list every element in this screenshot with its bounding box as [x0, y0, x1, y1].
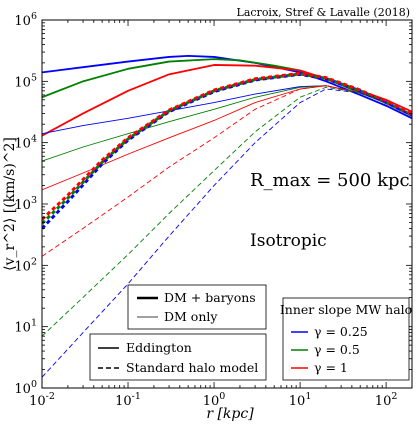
ticks-layer	[41, 19, 413, 389]
legend-models-item-0: Eddington	[126, 340, 192, 355]
series-line-6	[42, 72, 412, 230]
y-tick-label-0: 100	[14, 379, 37, 397]
legend-gamma-item-0: γ = 0.25	[314, 324, 368, 339]
series-line-10	[42, 86, 412, 337]
y-axis-title: ⟨v_r^2⟩ [(km/s)^2]	[2, 137, 18, 271]
legend-gamma-item-1: γ = 0.5	[314, 342, 360, 357]
y-tick-label-2: 102	[14, 256, 37, 274]
legend-components-box	[127, 284, 267, 330]
legend-gamma: Inner slope MW halo γ = 0.25 γ = 0.5 γ =…	[280, 297, 412, 381]
credit-label: Lacroix, Stref & Lavalle (2018)	[237, 6, 410, 19]
y-tick-label-4: 104	[14, 134, 37, 152]
rmax-annotation: R_max = 500 kpc	[250, 170, 410, 191]
x-tick-label-2: 100	[203, 391, 226, 409]
series-layer	[42, 54, 412, 378]
series-line-8	[42, 71, 412, 221]
y-tick-label-6: 106	[14, 11, 37, 29]
legend-gamma-item-2: γ = 1	[314, 360, 348, 375]
legend-models-item-1: Standard halo model	[126, 360, 258, 375]
legend-models-box	[89, 333, 267, 381]
x-axis-title: r [kpc]	[206, 406, 254, 422]
legend-models: Eddington Standard halo model	[89, 333, 267, 381]
isotropic-annotation: Isotropic	[250, 231, 327, 251]
legend-gamma-title: Inner slope MW halo	[280, 302, 412, 317]
tick-labels-layer: 10-2 10-1 100 101 102 100 101 102 103 104 105 106	[14, 11, 397, 409]
series-line-11	[42, 88, 412, 378]
x-tick-label-3: 101	[289, 391, 312, 409]
legend-gamma-box	[282, 297, 410, 381]
y-tick-label-5: 105	[14, 72, 37, 90]
legend-components-item-1: DM only	[164, 309, 218, 324]
y-tick-label-1: 101	[14, 318, 37, 336]
x-tick-label-0: 10-2	[29, 391, 55, 409]
x-tick-label-1: 10-1	[115, 391, 141, 409]
legend-components: DM + baryons DM only	[127, 284, 267, 330]
legend-components-item-0: DM + baryons	[164, 290, 256, 305]
y-tick-label-3: 103	[14, 195, 37, 213]
x-tick-label-4: 102	[375, 391, 398, 409]
